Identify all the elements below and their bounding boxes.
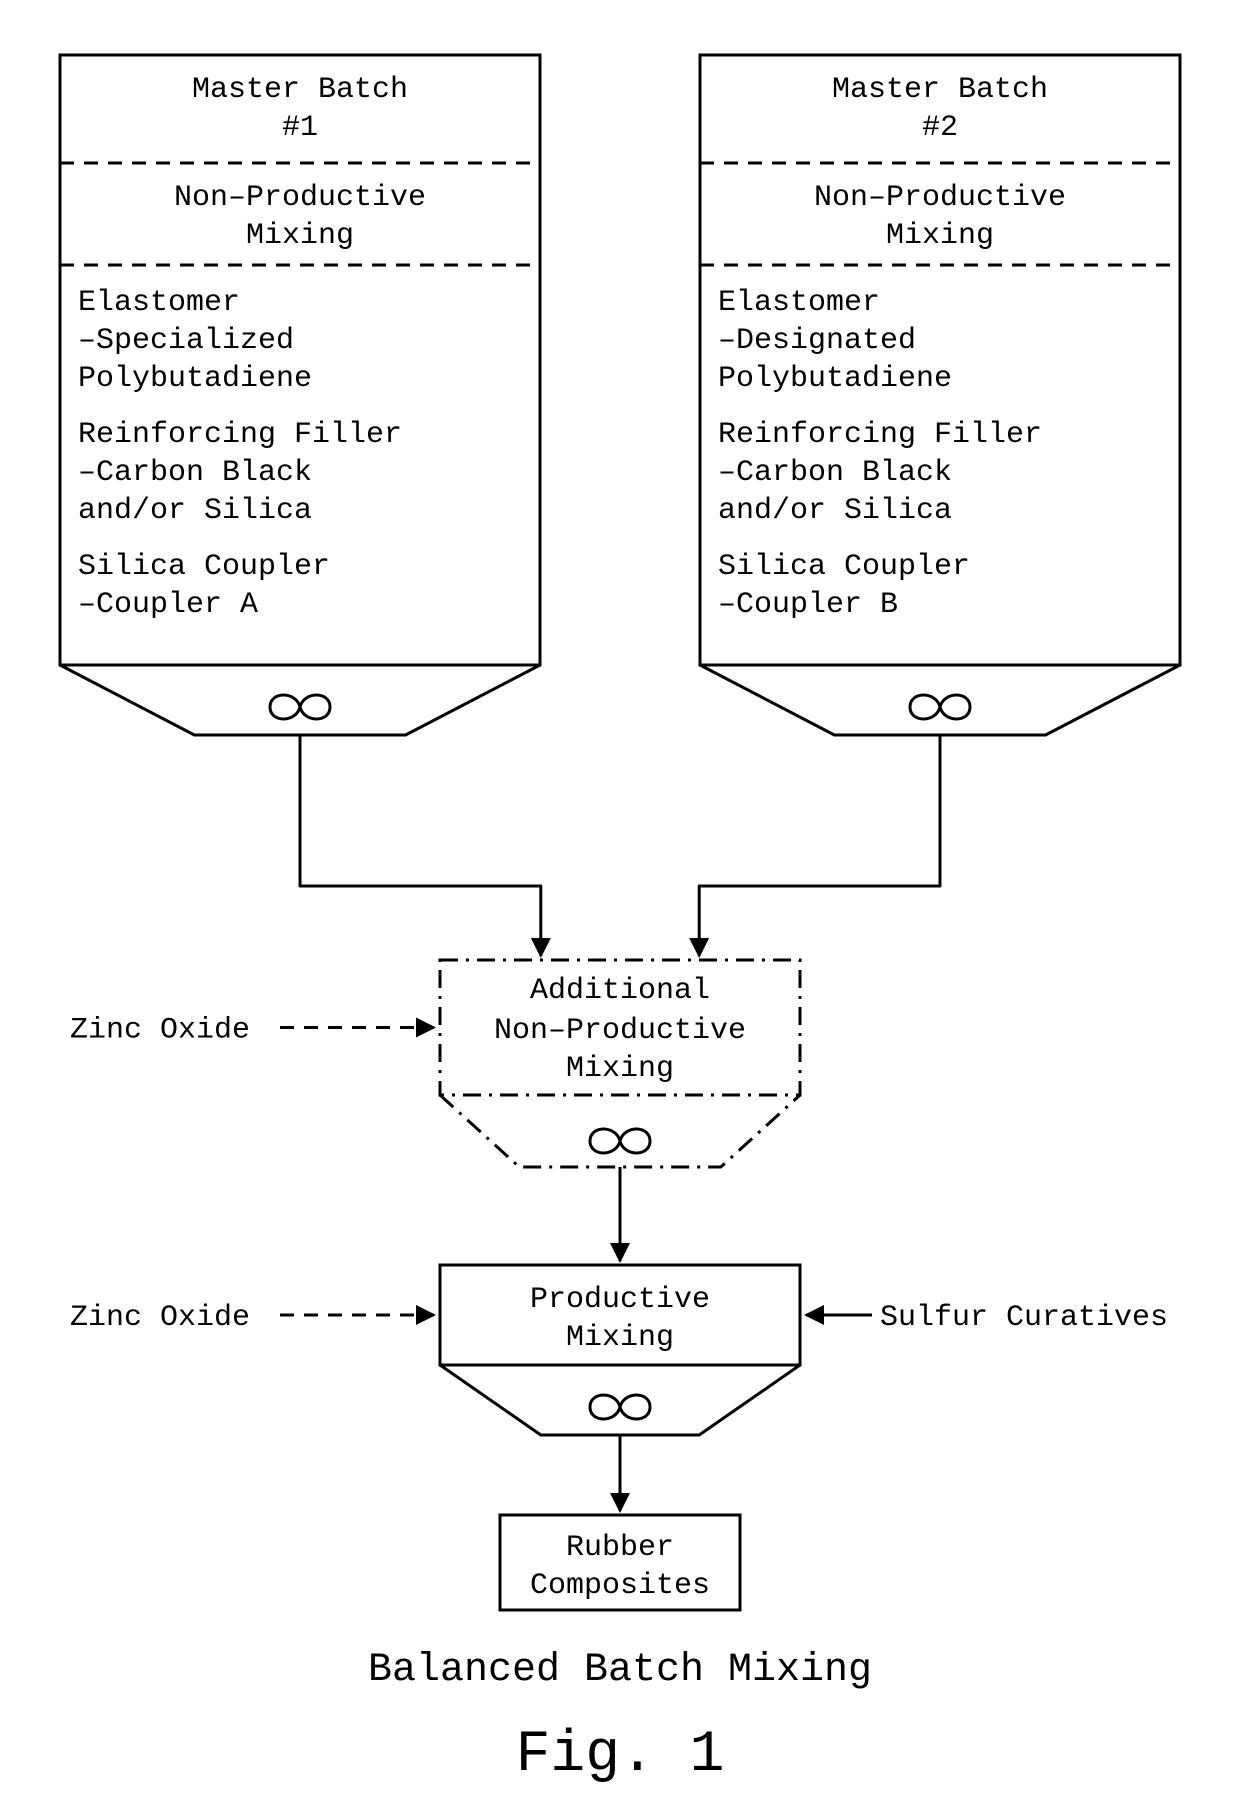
svg-text:–Carbon Black: –Carbon Black [78, 456, 312, 490]
svg-text:and/or Silica: and/or Silica [718, 494, 952, 528]
svg-text:Mixing: Mixing [566, 1052, 674, 1086]
svg-text:Non–Productive: Non–Productive [814, 181, 1066, 215]
result-label: Rubber [566, 1531, 674, 1565]
svg-text:–Designated: –Designated [718, 324, 916, 358]
svg-text:Polybutadiene: Polybutadiene [718, 362, 952, 396]
svg-text:Silica Coupler: Silica Coupler [78, 550, 330, 584]
additional-mixing-label: Additional [530, 974, 710, 1008]
zinc-oxide-1: Zinc Oxide [70, 1014, 250, 1048]
figure-label: Fig. 1 [516, 1723, 725, 1788]
sulfur-curatives: Sulfur Curatives [880, 1301, 1168, 1335]
svg-text:–Specialized: –Specialized [78, 324, 294, 358]
svg-text:Mixing: Mixing [246, 219, 354, 253]
svg-text:Mixing: Mixing [886, 219, 994, 253]
svg-text:#1: #1 [282, 111, 318, 145]
svg-text:Reinforcing Filler: Reinforcing Filler [78, 418, 402, 452]
svg-text:Elastomer: Elastomer [78, 286, 240, 320]
subtitle: Balanced Batch Mixing [368, 1648, 872, 1693]
svg-text:#2: #2 [922, 111, 958, 145]
svg-text:and/or Silica: and/or Silica [78, 494, 312, 528]
svg-text:–Coupler B: –Coupler B [718, 588, 898, 622]
svg-text:–Coupler A: –Coupler A [78, 588, 258, 622]
productive-mixing-label: Productive [530, 1283, 710, 1317]
svg-text:Mixing: Mixing [566, 1321, 674, 1355]
svg-text:Non–Productive: Non–Productive [174, 181, 426, 215]
batch1-title: Master Batch [192, 73, 408, 107]
svg-text:Non–Productive: Non–Productive [494, 1014, 746, 1048]
batch2-title: Master Batch [832, 73, 1048, 107]
zinc-oxide-2: Zinc Oxide [70, 1301, 250, 1335]
svg-text:Silica Coupler: Silica Coupler [718, 550, 970, 584]
svg-text:–Carbon Black: –Carbon Black [718, 456, 952, 490]
svg-text:Polybutadiene: Polybutadiene [78, 362, 312, 396]
svg-text:Reinforcing Filler: Reinforcing Filler [718, 418, 1042, 452]
svg-text:Elastomer: Elastomer [718, 286, 880, 320]
svg-text:Composites: Composites [530, 1569, 710, 1603]
